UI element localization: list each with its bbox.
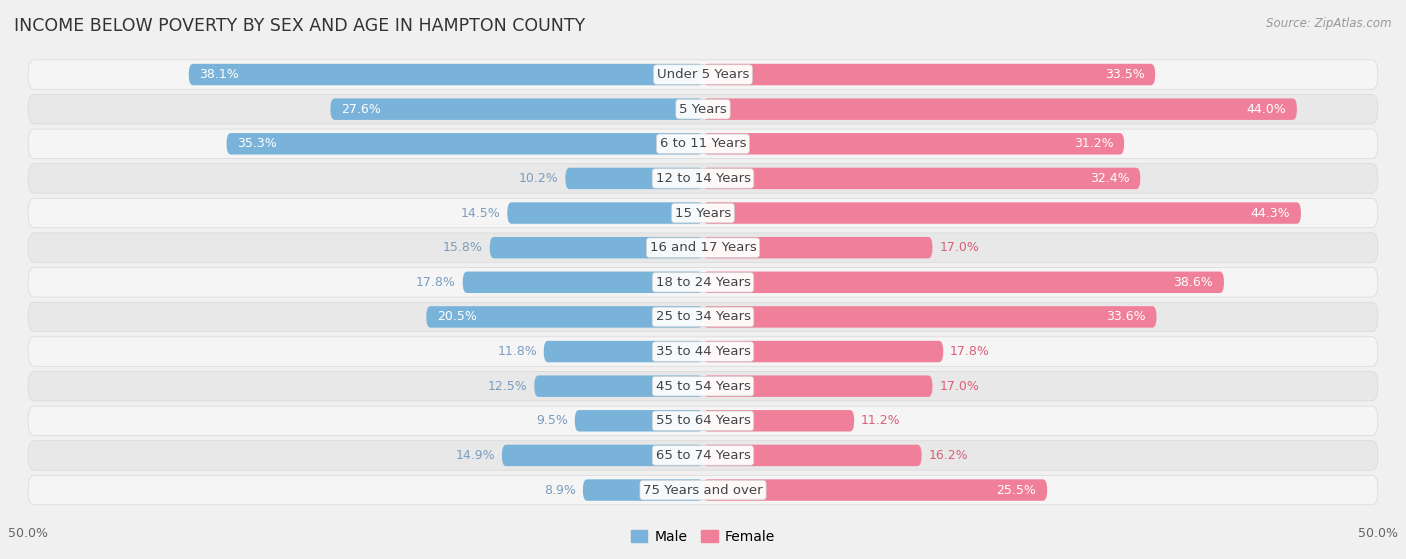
- FancyBboxPatch shape: [703, 410, 855, 432]
- Text: 33.6%: 33.6%: [1107, 310, 1146, 324]
- FancyBboxPatch shape: [565, 168, 703, 189]
- Text: 14.9%: 14.9%: [456, 449, 495, 462]
- Text: 6 to 11 Years: 6 to 11 Years: [659, 138, 747, 150]
- FancyBboxPatch shape: [703, 306, 1157, 328]
- Text: 11.2%: 11.2%: [860, 414, 901, 427]
- Text: Source: ZipAtlas.com: Source: ZipAtlas.com: [1267, 17, 1392, 30]
- Text: 55 to 64 Years: 55 to 64 Years: [655, 414, 751, 427]
- FancyBboxPatch shape: [226, 133, 703, 154]
- Text: 18 to 24 Years: 18 to 24 Years: [655, 276, 751, 289]
- Text: 32.4%: 32.4%: [1090, 172, 1129, 185]
- FancyBboxPatch shape: [330, 98, 703, 120]
- FancyBboxPatch shape: [703, 376, 932, 397]
- Text: Under 5 Years: Under 5 Years: [657, 68, 749, 81]
- Text: 17.0%: 17.0%: [939, 241, 979, 254]
- FancyBboxPatch shape: [28, 268, 1378, 297]
- Text: 17.0%: 17.0%: [939, 380, 979, 392]
- Text: 35.3%: 35.3%: [238, 138, 277, 150]
- FancyBboxPatch shape: [28, 337, 1378, 366]
- Text: 33.5%: 33.5%: [1105, 68, 1144, 81]
- Text: 25.5%: 25.5%: [997, 484, 1036, 496]
- Text: 15 Years: 15 Years: [675, 206, 731, 220]
- FancyBboxPatch shape: [28, 371, 1378, 401]
- FancyBboxPatch shape: [188, 64, 703, 86]
- Text: 35 to 44 Years: 35 to 44 Years: [655, 345, 751, 358]
- Text: 12 to 14 Years: 12 to 14 Years: [655, 172, 751, 185]
- FancyBboxPatch shape: [28, 406, 1378, 435]
- Text: 5 Years: 5 Years: [679, 103, 727, 116]
- FancyBboxPatch shape: [28, 475, 1378, 505]
- FancyBboxPatch shape: [489, 237, 703, 258]
- FancyBboxPatch shape: [703, 479, 1047, 501]
- FancyBboxPatch shape: [703, 202, 1301, 224]
- Text: 20.5%: 20.5%: [437, 310, 477, 324]
- Text: 65 to 74 Years: 65 to 74 Years: [655, 449, 751, 462]
- Text: 45 to 54 Years: 45 to 54 Years: [655, 380, 751, 392]
- Text: 14.5%: 14.5%: [461, 206, 501, 220]
- Text: 38.1%: 38.1%: [200, 68, 239, 81]
- FancyBboxPatch shape: [28, 94, 1378, 124]
- FancyBboxPatch shape: [703, 341, 943, 362]
- Text: 9.5%: 9.5%: [536, 414, 568, 427]
- FancyBboxPatch shape: [426, 306, 703, 328]
- Text: 16 and 17 Years: 16 and 17 Years: [650, 241, 756, 254]
- FancyBboxPatch shape: [508, 202, 703, 224]
- FancyBboxPatch shape: [28, 302, 1378, 331]
- FancyBboxPatch shape: [544, 341, 703, 362]
- FancyBboxPatch shape: [583, 479, 703, 501]
- FancyBboxPatch shape: [28, 198, 1378, 228]
- Text: 38.6%: 38.6%: [1174, 276, 1213, 289]
- FancyBboxPatch shape: [703, 98, 1296, 120]
- Text: 15.8%: 15.8%: [443, 241, 484, 254]
- Text: 12.5%: 12.5%: [488, 380, 527, 392]
- Text: 10.2%: 10.2%: [519, 172, 558, 185]
- Text: INCOME BELOW POVERTY BY SEX AND AGE IN HAMPTON COUNTY: INCOME BELOW POVERTY BY SEX AND AGE IN H…: [14, 17, 585, 35]
- FancyBboxPatch shape: [703, 133, 1125, 154]
- Legend: Male, Female: Male, Female: [626, 524, 780, 549]
- Text: 8.9%: 8.9%: [544, 484, 576, 496]
- Text: 17.8%: 17.8%: [950, 345, 990, 358]
- FancyBboxPatch shape: [28, 60, 1378, 89]
- Text: 44.3%: 44.3%: [1250, 206, 1291, 220]
- FancyBboxPatch shape: [703, 445, 922, 466]
- FancyBboxPatch shape: [703, 64, 1156, 86]
- Text: 11.8%: 11.8%: [498, 345, 537, 358]
- Text: 44.0%: 44.0%: [1246, 103, 1286, 116]
- FancyBboxPatch shape: [703, 168, 1140, 189]
- FancyBboxPatch shape: [28, 233, 1378, 262]
- Text: 17.8%: 17.8%: [416, 276, 456, 289]
- FancyBboxPatch shape: [703, 237, 932, 258]
- FancyBboxPatch shape: [575, 410, 703, 432]
- FancyBboxPatch shape: [534, 376, 703, 397]
- Text: 75 Years and over: 75 Years and over: [643, 484, 763, 496]
- Text: 27.6%: 27.6%: [342, 103, 381, 116]
- FancyBboxPatch shape: [703, 272, 1225, 293]
- FancyBboxPatch shape: [28, 164, 1378, 193]
- Text: 25 to 34 Years: 25 to 34 Years: [655, 310, 751, 324]
- FancyBboxPatch shape: [502, 445, 703, 466]
- FancyBboxPatch shape: [28, 440, 1378, 470]
- FancyBboxPatch shape: [463, 272, 703, 293]
- Text: 16.2%: 16.2%: [928, 449, 969, 462]
- FancyBboxPatch shape: [28, 129, 1378, 159]
- Text: 31.2%: 31.2%: [1074, 138, 1114, 150]
